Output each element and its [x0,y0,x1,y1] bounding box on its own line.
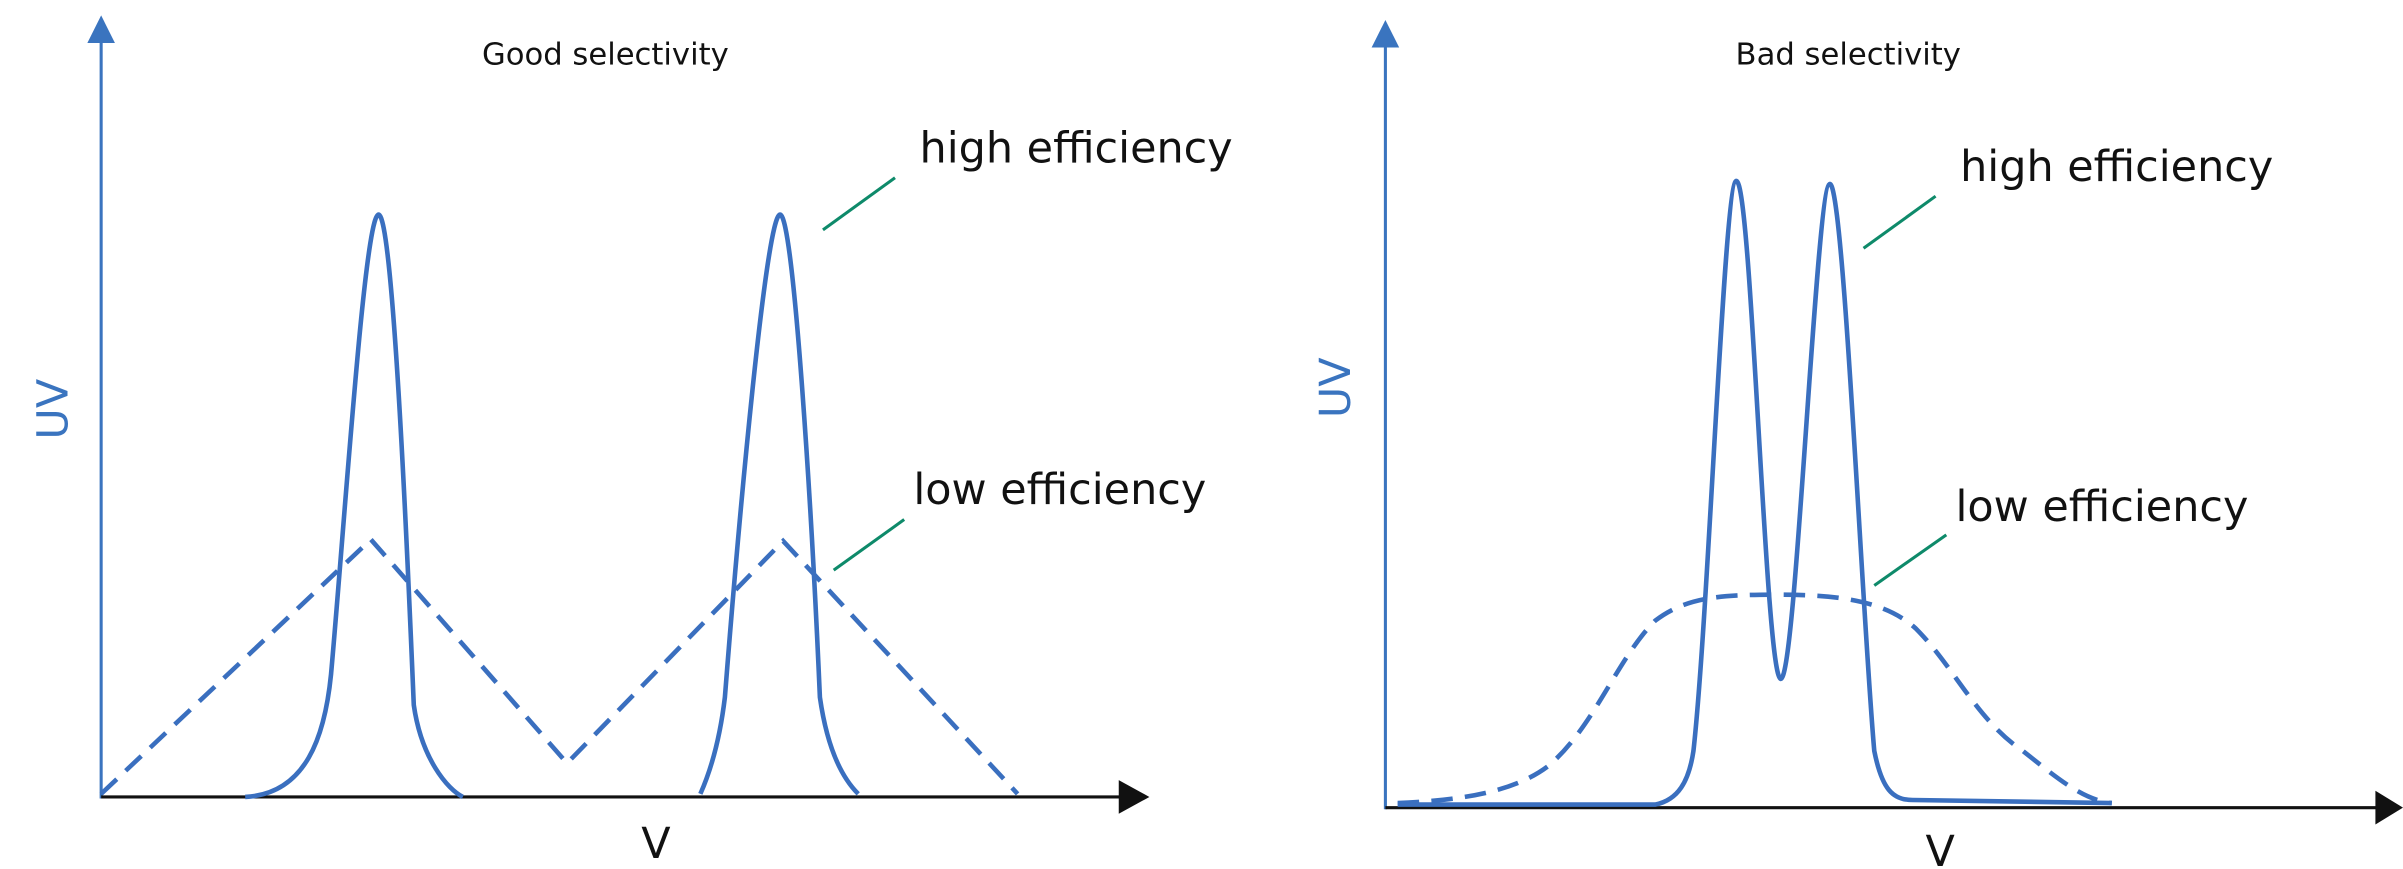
x-arrow [2375,790,2403,825]
y-arrow [87,15,115,43]
leader-line [832,518,906,572]
broad-peaks [99,536,1020,796]
panel-title: Bad selectivity [1736,37,1961,72]
panel-title: Good selectivity [482,37,729,72]
y-arrow [1371,19,1400,48]
peak [245,212,464,800]
x-arrow [1118,780,1150,814]
annotation: low efficiency [913,465,1206,515]
panel-good: Good selectivity UV V high efficiency lo… [28,15,1233,869]
peak-pair [1397,178,2112,807]
peak [698,212,860,796]
annotation: high efficiency [1960,142,2273,192]
leader-line [822,176,896,232]
broad-peak [1397,592,2113,806]
x-label: V [641,819,670,869]
leader-line [1873,533,1948,587]
panel-bad: Bad selectivity UV V high efficiency low… [1311,19,2403,869]
annotation: high efficiency [920,123,1233,173]
annotation: low efficiency [1956,482,2249,532]
y-label: UV [1311,357,1361,418]
x-label: V [1925,827,1954,869]
leader-line [1862,194,1937,250]
y-label: UV [28,379,78,440]
